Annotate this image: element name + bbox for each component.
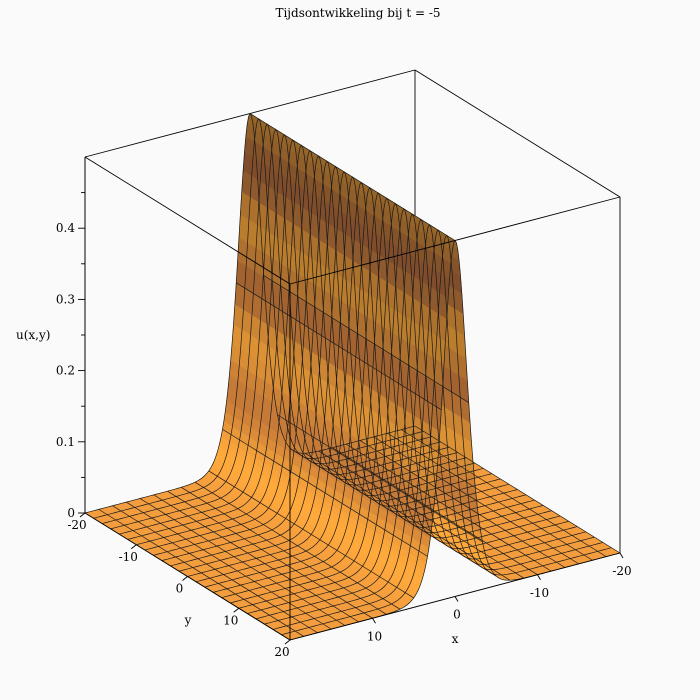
chart-title: Tijdsontwikkeling bij t = -5 [275, 6, 440, 20]
surface [84, 112, 621, 641]
box-edge [414, 69, 621, 198]
